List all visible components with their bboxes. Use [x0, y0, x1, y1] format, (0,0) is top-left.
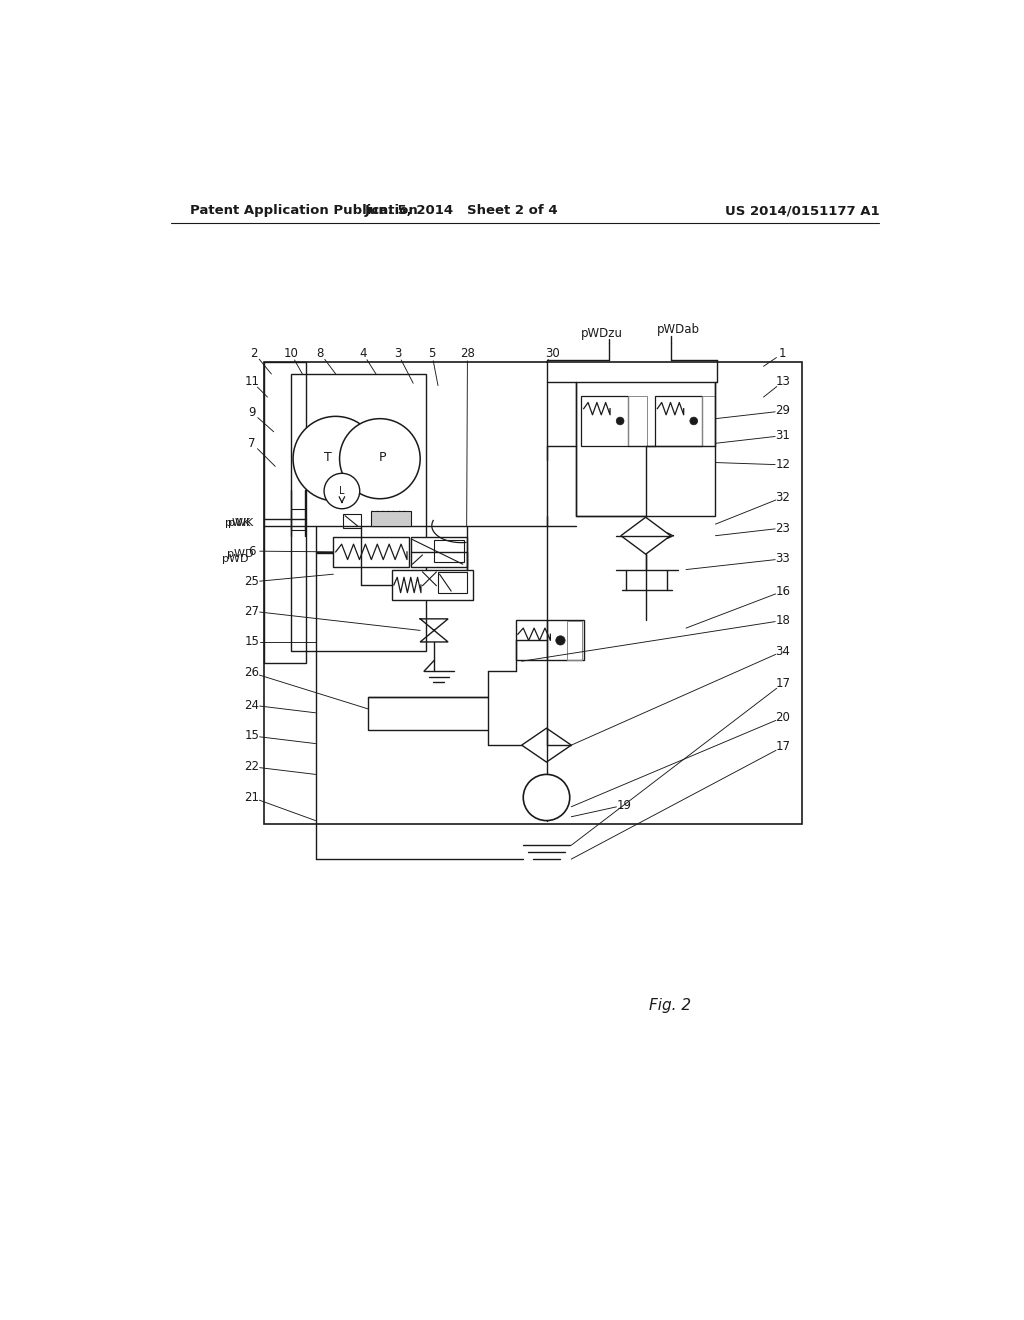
Text: 2: 2 — [251, 347, 258, 360]
Text: 28: 28 — [460, 347, 475, 360]
Text: 15: 15 — [245, 730, 259, 742]
Text: 18: 18 — [775, 614, 791, 627]
Text: pWDzu: pWDzu — [582, 327, 624, 341]
Text: 17: 17 — [775, 741, 791, 754]
Text: 32: 32 — [775, 491, 791, 504]
Bar — [334, 537, 410, 566]
Bar — [434, 540, 464, 562]
Text: pWDab: pWDab — [656, 323, 699, 335]
Bar — [343, 515, 360, 528]
Text: pWD: pWD — [221, 554, 248, 564]
Text: pWD: pWD — [227, 549, 254, 560]
Text: 24: 24 — [245, 698, 259, 711]
Text: 23: 23 — [775, 521, 791, 535]
Text: 1: 1 — [779, 347, 786, 360]
Bar — [575, 381, 716, 516]
Bar — [701, 396, 716, 446]
Text: 29: 29 — [775, 404, 791, 417]
Text: 34: 34 — [775, 644, 791, 657]
Circle shape — [523, 775, 569, 821]
Text: 16: 16 — [775, 585, 791, 598]
Text: 13: 13 — [775, 375, 791, 388]
Bar — [411, 537, 467, 566]
Text: US 2014/0151177 A1: US 2014/0151177 A1 — [725, 205, 880, 218]
Text: 26: 26 — [245, 667, 259, 680]
Circle shape — [293, 416, 378, 502]
Text: 12: 12 — [775, 458, 791, 471]
Circle shape — [556, 636, 565, 645]
Circle shape — [690, 417, 697, 425]
Text: 8: 8 — [316, 347, 324, 360]
Text: 25: 25 — [245, 576, 259, 589]
Circle shape — [324, 474, 359, 508]
Text: 3: 3 — [394, 347, 401, 360]
Text: 20: 20 — [775, 711, 791, 723]
Text: 33: 33 — [775, 552, 791, 565]
Bar — [291, 508, 305, 531]
Text: 4: 4 — [359, 347, 367, 360]
Text: Patent Application Publication: Patent Application Publication — [190, 205, 418, 218]
Bar — [291, 374, 426, 651]
Bar — [438, 572, 467, 594]
Text: 31: 31 — [775, 429, 791, 442]
Text: 7: 7 — [248, 437, 256, 450]
Text: 15: 15 — [245, 635, 259, 648]
Bar — [566, 622, 583, 660]
Text: 6: 6 — [248, 545, 256, 557]
Text: 27: 27 — [245, 605, 259, 618]
Bar — [391, 570, 473, 599]
Bar — [582, 396, 628, 446]
Text: P: P — [379, 450, 386, 463]
Text: Jun. 5, 2014   Sheet 2 of 4: Jun. 5, 2014 Sheet 2 of 4 — [365, 205, 558, 218]
Bar — [628, 396, 647, 446]
Bar — [371, 511, 411, 527]
Bar — [655, 396, 701, 446]
Bar — [263, 363, 306, 663]
Text: pWK: pWK — [228, 519, 254, 528]
Bar — [369, 697, 488, 730]
Text: 10: 10 — [284, 347, 298, 360]
Bar — [263, 363, 802, 825]
Bar — [515, 620, 584, 660]
Text: 17: 17 — [775, 677, 791, 690]
Text: 22: 22 — [245, 760, 259, 774]
Text: Fig. 2: Fig. 2 — [649, 998, 691, 1012]
Text: 21: 21 — [245, 791, 259, 804]
Circle shape — [340, 418, 420, 499]
Text: 19: 19 — [616, 799, 632, 812]
Text: pWK: pWK — [225, 519, 251, 528]
Circle shape — [616, 417, 624, 425]
Text: 11: 11 — [245, 375, 259, 388]
Text: 5: 5 — [428, 347, 435, 360]
Text: 9: 9 — [248, 407, 256, 418]
Text: 30: 30 — [546, 347, 560, 360]
Text: T: T — [324, 450, 332, 463]
Text: L: L — [339, 486, 345, 496]
